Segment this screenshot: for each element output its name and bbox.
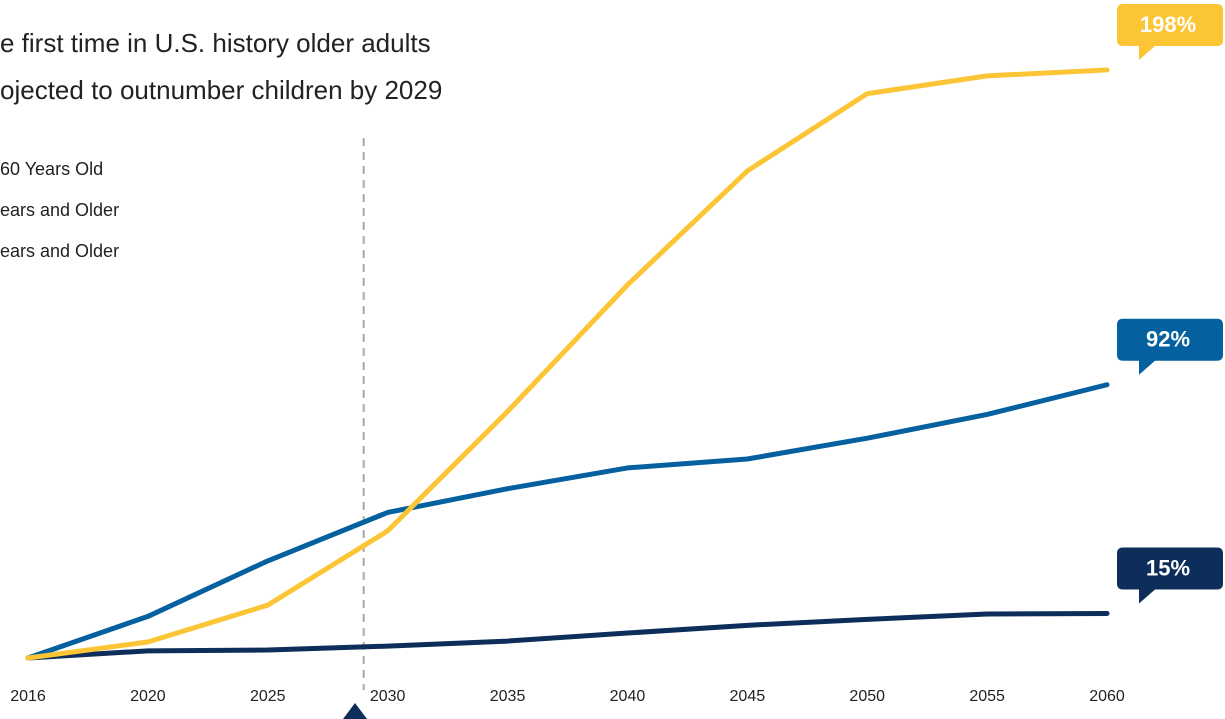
legend-label: ears and Older [0, 241, 119, 261]
callout-box [1117, 3, 1223, 60]
series-line [25, 67, 1110, 661]
callout-label: 92% [1146, 327, 1190, 352]
x-tick-label: 2060 [1089, 688, 1125, 705]
x-tick-label: 2025 [250, 688, 286, 705]
x-tick-label: 2050 [849, 688, 885, 705]
callout-box [1117, 547, 1223, 604]
marker-arrow [343, 703, 367, 719]
title-line: e first time in U.S. history older adult… [0, 28, 431, 58]
legend-label: 60 Years Old [0, 159, 103, 179]
series-line [25, 610, 1110, 661]
x-tick-label: 2055 [969, 688, 1005, 705]
x-tick-label: 2040 [610, 688, 646, 705]
x-tick-label: 2035 [490, 688, 526, 705]
callout-box [1117, 318, 1223, 375]
callout-label: 198% [1140, 12, 1196, 37]
legend-label: ears and Older [0, 200, 119, 220]
callout-label: 15% [1146, 555, 1190, 580]
x-tick-label: 2030 [370, 688, 406, 705]
x-tick-label: 2016 [10, 688, 46, 705]
x-tick-label: 2045 [730, 688, 766, 705]
series-line [25, 382, 1110, 661]
title-line: ojected to outnumber children by 2029 [0, 75, 442, 105]
x-tick-label: 2020 [130, 688, 166, 705]
